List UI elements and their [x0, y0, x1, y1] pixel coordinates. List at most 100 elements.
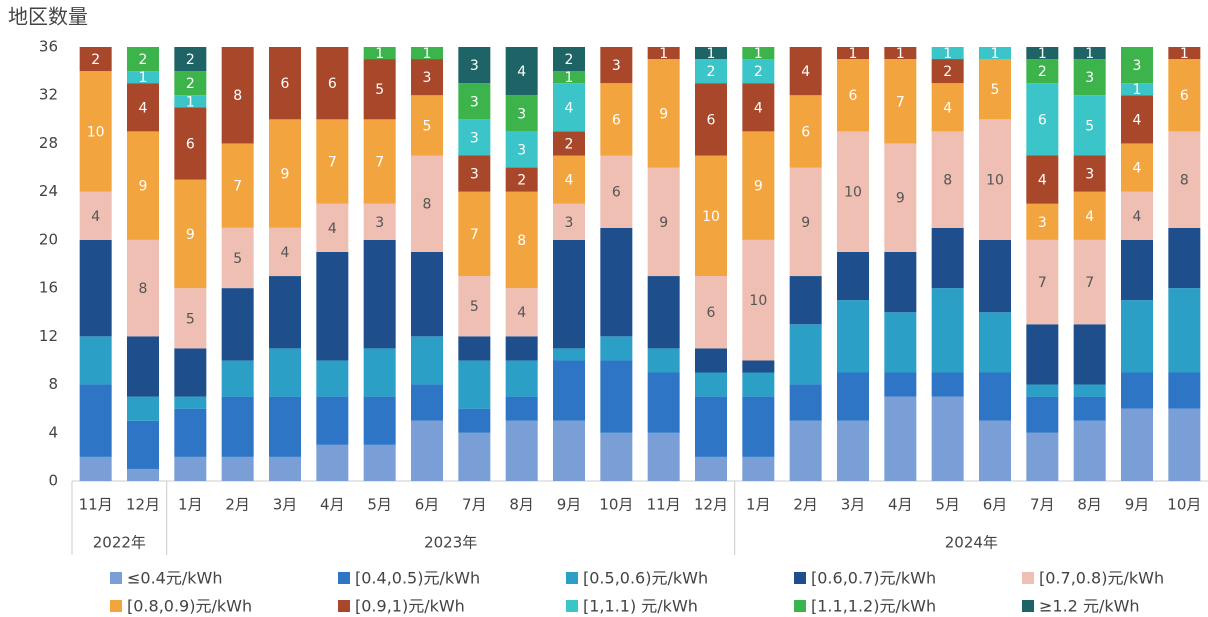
legend-label: [1.1,1.2)元/kWh — [811, 597, 936, 616]
x-tick-label: 9月 — [1125, 496, 1150, 514]
bar-segment — [458, 119, 491, 156]
bar-segment — [174, 396, 207, 409]
bar-segment — [553, 71, 585, 84]
data-label: 5 — [423, 118, 432, 134]
bar-segment — [221, 47, 254, 144]
bar-segment — [174, 348, 207, 397]
legend-swatch — [338, 600, 350, 612]
data-label: 10 — [87, 124, 105, 140]
data-label: 1 — [754, 46, 763, 62]
bar-segment — [742, 456, 775, 481]
bar-segment — [79, 456, 112, 481]
data-label: 5 — [375, 82, 384, 98]
x-group-label: 2023年 — [424, 534, 477, 552]
data-label: 1 — [1085, 46, 1094, 62]
bar-segment — [789, 324, 822, 385]
bar-segment — [884, 372, 917, 397]
data-label: 8 — [423, 197, 432, 213]
data-label: 4 — [943, 100, 952, 116]
bar-segment — [127, 71, 159, 84]
y-axis-title: 地区数量 — [8, 5, 88, 29]
bar-segment — [79, 239, 112, 337]
legend-label: [0.6,0.7)元/kWh — [811, 569, 936, 588]
bar-segment — [411, 336, 443, 385]
bar-segment — [789, 47, 822, 96]
bar-segment — [1168, 288, 1201, 373]
data-label: 3 — [565, 215, 574, 231]
data-label: 5 — [186, 311, 195, 327]
data-label: 5 — [233, 251, 242, 267]
bar-segment — [600, 47, 633, 84]
bar-segment — [600, 432, 633, 481]
bar-segment — [742, 83, 775, 132]
bar-segment — [1026, 396, 1059, 433]
data-label: 4 — [328, 221, 337, 237]
data-label: 8 — [943, 173, 952, 189]
data-label: 3 — [470, 167, 479, 183]
bar-segment — [789, 384, 822, 421]
bar-segment — [458, 276, 491, 337]
data-label: 7 — [375, 155, 384, 171]
x-tick-label: 12月 — [126, 496, 160, 514]
bar-segment — [837, 59, 869, 132]
x-tick-label: 5月 — [367, 496, 392, 514]
data-label: 3 — [423, 70, 432, 86]
data-label: 2 — [1038, 64, 1047, 80]
x-tick-label: 12月 — [694, 496, 728, 514]
bar-segment — [1073, 324, 1106, 385]
bar-segment — [553, 203, 585, 240]
data-label: 2 — [91, 52, 100, 68]
bar-segment — [505, 131, 538, 168]
bar-segment — [221, 143, 254, 228]
legend-swatch — [1022, 600, 1034, 612]
legend-swatch — [794, 572, 806, 584]
data-label: 3 — [1085, 70, 1094, 86]
data-label: 1 — [375, 46, 384, 62]
bar-segment — [600, 155, 633, 228]
bar-segment — [316, 47, 349, 120]
legend-swatch — [1022, 572, 1034, 584]
data-label: 1 — [659, 46, 668, 62]
x-tick-label: 6月 — [983, 496, 1008, 514]
bar-segment — [411, 420, 443, 481]
x-tick-label: 3月 — [841, 496, 866, 514]
bar-segment — [1121, 300, 1153, 373]
data-label: 3 — [517, 142, 526, 158]
data-label: 2 — [186, 52, 195, 68]
x-tick-label: 8月 — [1077, 496, 1102, 514]
bar-segment — [363, 239, 396, 349]
data-label: 6 — [328, 76, 337, 92]
data-label: 1 — [1133, 82, 1142, 98]
bar-segment — [505, 95, 538, 132]
data-label: 4 — [281, 245, 290, 261]
bar-segment — [363, 119, 396, 204]
bar-segment — [79, 47, 112, 72]
data-label: 6 — [186, 136, 195, 152]
bar-segment — [884, 396, 917, 481]
legend-label: [1,1.1) 元/kWh — [583, 597, 698, 616]
bar-segment — [695, 155, 727, 277]
x-tick-label: 5月 — [935, 496, 960, 514]
data-label: 1 — [186, 94, 195, 110]
bar-segment — [695, 47, 727, 60]
bar-segment — [837, 420, 869, 481]
bar-segment — [127, 468, 159, 481]
x-group-label: 2022年 — [93, 534, 146, 552]
data-label: 6 — [707, 112, 716, 128]
data-label: 1 — [896, 46, 905, 62]
bar-segment — [363, 444, 396, 481]
y-tick-label: 0 — [48, 472, 58, 490]
y-tick-label: 8 — [48, 375, 58, 393]
bar-segment — [458, 47, 491, 84]
data-label: 5 — [1085, 118, 1094, 134]
bar-segment — [742, 47, 775, 60]
bar-segment — [221, 456, 254, 481]
bar-segment — [553, 83, 585, 132]
bar-segment — [553, 239, 585, 349]
legend-label: [0.4,0.5)元/kWh — [355, 569, 480, 588]
bar-segment — [695, 396, 727, 457]
bar-segment — [174, 288, 207, 349]
bar-segment — [979, 239, 1011, 313]
data-label: 4 — [1038, 173, 1047, 189]
bar-segment — [269, 119, 301, 228]
